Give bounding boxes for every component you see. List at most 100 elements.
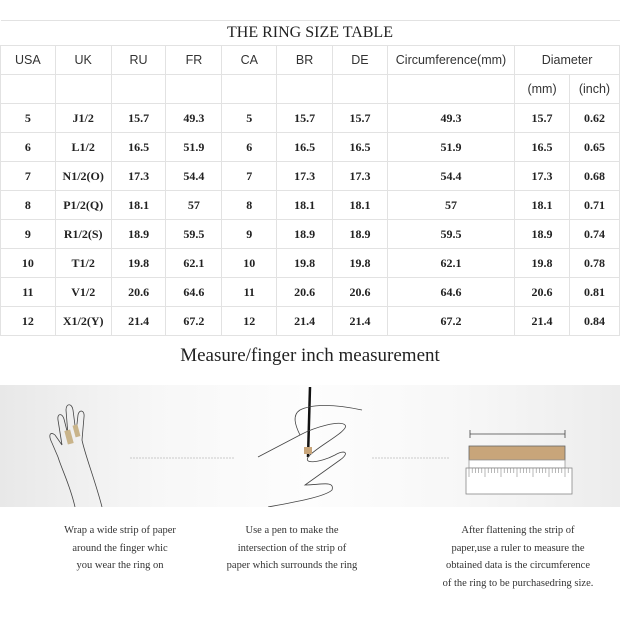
table-cell: 21.4	[276, 306, 334, 336]
table-cell: 18.9	[514, 219, 570, 249]
column-header: RU	[110, 45, 167, 75]
table-cell: 16.5	[110, 132, 167, 162]
table-cell: 10	[0, 248, 56, 278]
caption-line: you wear the ring on	[76, 560, 164, 571]
table-cell: L1/2	[54, 132, 112, 162]
caption-line: around the finger whic	[72, 542, 168, 554]
empty-cell	[276, 74, 334, 104]
table-cell: 19.8	[276, 248, 334, 278]
table-cell: 11	[221, 277, 278, 307]
table-cell: 49.3	[386, 103, 516, 133]
column-header: CA	[221, 45, 278, 75]
table-cell: 15.7	[332, 103, 388, 133]
table-cell: R1/2(S)	[54, 219, 112, 249]
table-cell: 12	[221, 306, 278, 336]
table-cell: 62.1	[386, 248, 516, 278]
table-cell: 18.9	[332, 219, 388, 249]
table-cell: 17.3	[110, 161, 167, 191]
table-cell: 9	[0, 219, 56, 249]
caption-line: paper which surrounds the ring	[226, 560, 358, 571]
column-header: USA	[0, 45, 56, 75]
table-cell: P1/2(Q)	[54, 190, 112, 220]
caption-line: After flattening the strip of	[461, 525, 575, 536]
hand-wrap-paper-icon	[49, 404, 103, 508]
table-cell: 15.7	[110, 103, 167, 133]
column-header: DE	[332, 45, 388, 75]
ruler-measure-icon	[465, 430, 573, 495]
table-cell: 10	[221, 248, 278, 278]
table-cell: 11	[0, 277, 56, 307]
table-cell: 0.84	[568, 306, 620, 336]
table-cell: 0.78	[568, 248, 620, 278]
table-cell: 57	[386, 190, 516, 220]
table-title: THE RING SIZE TABLE	[0, 20, 620, 46]
table-cell: 59.5	[386, 219, 516, 249]
empty-cell	[386, 74, 516, 104]
table-cell: 49.3	[165, 103, 223, 133]
table-row: 5 J1/2 15.7 49.3 5 15.7 15.7 49.3 15.7 0.62	[0, 103, 620, 133]
table-cell: 15.7	[514, 103, 570, 133]
table-cell: 20.6	[276, 277, 334, 307]
table-cell: 0.74	[568, 219, 620, 249]
step-caption: Use a pen to make the intersection of the…	[192, 522, 392, 575]
table-cell: 17.3	[276, 161, 334, 191]
table-cell: 21.4	[110, 306, 167, 336]
table-cell: 16.5	[332, 132, 388, 162]
empty-cell	[0, 74, 56, 104]
table-cell: 0.81	[568, 277, 620, 307]
table-cell: 51.9	[386, 132, 516, 162]
measure-heading: Measure/finger inch measurement	[180, 345, 440, 366]
empty-cell	[332, 74, 388, 104]
table-cell: 64.6	[165, 277, 223, 307]
table-cell: 18.9	[110, 219, 167, 249]
table-cell: 17.3	[332, 161, 388, 191]
table-cell: 12	[0, 306, 56, 336]
table-cell: 18.1	[514, 190, 570, 220]
table-cell: N1/2(O)	[54, 161, 112, 191]
table-row: 12 X1/2(Y) 21.4 67.2 12 21.4 21.4 67.2 21.4 0.84	[0, 306, 620, 336]
table-cell: 18.1	[332, 190, 388, 220]
table-cell: 17.3	[514, 161, 570, 191]
table-cell: 7	[221, 161, 278, 191]
column-subheader: (inch)	[568, 74, 620, 104]
empty-cell	[165, 74, 223, 104]
table-cell: 20.6	[332, 277, 388, 307]
table-cell: X1/2(Y)	[54, 306, 112, 336]
table-cell: 59.5	[165, 219, 223, 249]
table-cell: 8	[221, 190, 278, 220]
step-caption: Wrap a wide strip of paper around the fin…	[20, 522, 220, 575]
table-cell: 19.8	[110, 248, 167, 278]
table-cell: T1/2	[54, 248, 112, 278]
table-cell: 19.8	[332, 248, 388, 278]
table-row: 7 N1/2(O) 17.3 54.4 7 17.3 17.3 54.4 17.3 0.68	[0, 161, 620, 191]
table-cell: 0.68	[568, 161, 620, 191]
table-cell: 0.62	[568, 103, 620, 133]
table-cell: 18.9	[276, 219, 334, 249]
table-cell: V1/2	[54, 277, 112, 307]
table-cell: 0.71	[568, 190, 620, 220]
table-cell: 18.1	[110, 190, 167, 220]
caption-line: paper,use a ruler to measure the	[451, 542, 585, 554]
table-cell: 54.4	[386, 161, 516, 191]
table-row: 11 V1/2 20.6 64.6 11 20.6 20.6 64.6 20.6 0.81	[0, 277, 620, 307]
table-cell: 16.5	[276, 132, 334, 162]
table-cell: 8	[0, 190, 56, 220]
table-cell: 21.4	[514, 306, 570, 336]
column-header: BR	[276, 45, 334, 75]
table-cell: 62.1	[165, 248, 223, 278]
table-cell: 54.4	[165, 161, 223, 191]
table-cell: 64.6	[386, 277, 516, 307]
table-cell: 57	[165, 190, 223, 220]
column-subheader: (mm)	[514, 74, 570, 104]
table-cell: 20.6	[110, 277, 167, 307]
column-header: Diameter	[514, 45, 620, 75]
step-caption: After flattening the strip of paper,use a…	[418, 522, 618, 592]
table-cell: 15.7	[276, 103, 334, 133]
empty-cell	[110, 74, 167, 104]
table-cell: 9	[221, 219, 278, 249]
hand-pen-mark-icon	[257, 386, 363, 508]
table-cell: 6	[221, 132, 278, 162]
caption-line: Use a pen to make the	[245, 525, 339, 536]
caption-line: obtained data is the circumference	[445, 560, 590, 571]
empty-cell	[54, 74, 112, 104]
